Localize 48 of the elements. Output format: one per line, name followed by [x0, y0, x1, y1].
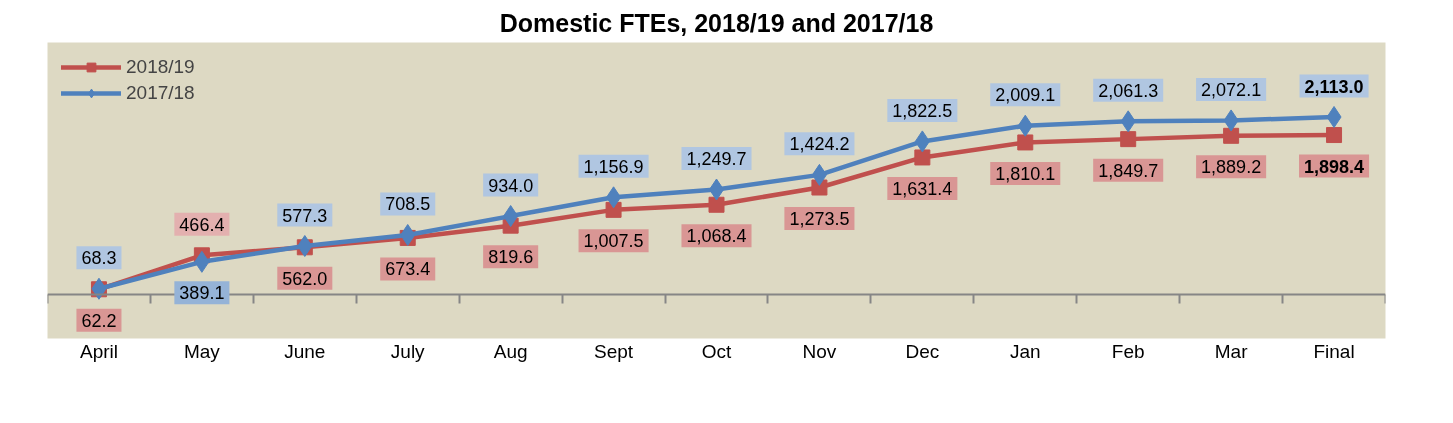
- data-label: 819.6: [488, 247, 534, 268]
- x-tick-label: May: [183, 340, 221, 362]
- legend-label: 2018/19: [126, 56, 195, 78]
- data-label: 1,822.5: [892, 100, 953, 121]
- data-label: 2,072.1: [1201, 79, 1262, 100]
- x-tick-label: Nov: [802, 340, 837, 362]
- data-label: 1,889.2: [1201, 157, 1262, 178]
- data-label: 2,061.3: [1098, 80, 1159, 101]
- data-label: 62.2: [81, 310, 117, 331]
- data-label: 1,631.4: [892, 178, 953, 199]
- data-label: 708.5: [385, 194, 431, 215]
- data-label: 1,898.4: [1304, 156, 1365, 177]
- x-tick-label: Final: [1313, 340, 1355, 362]
- data-label: 1,156.9: [583, 156, 644, 177]
- data-label: 1,849.7: [1098, 160, 1159, 181]
- point: [1223, 127, 1240, 144]
- x-tick-label: Feb: [1111, 340, 1145, 362]
- x-tick-label: Aug: [493, 340, 528, 362]
- x-tick-label: Mar: [1214, 340, 1249, 362]
- data-label: 2,113.0: [1304, 76, 1364, 97]
- x-tick-label: Dec: [905, 340, 940, 362]
- point: [708, 196, 725, 213]
- data-label: 1,810.1: [995, 163, 1056, 184]
- x-tick-label: July: [390, 340, 426, 362]
- point: [1120, 131, 1137, 148]
- data-label: 577.3: [282, 205, 328, 226]
- data-label: 1,068.4: [686, 226, 747, 247]
- x-tick-label: Jan: [1009, 340, 1041, 362]
- legend-label: 2017/18: [126, 82, 195, 104]
- x-tick-label: April: [79, 340, 118, 362]
- x-tick-label: Sept: [594, 340, 634, 362]
- data-label: 466.4: [179, 214, 225, 235]
- x-tick-label: June: [284, 340, 326, 362]
- data-label: 934.0: [488, 175, 534, 196]
- data-label: 68.3: [81, 248, 117, 269]
- data-label: 2,009.1: [995, 85, 1056, 106]
- chart-title: Domestic FTEs, 2018/19 and 2017/18: [499, 8, 934, 37]
- data-label: 1,249.7: [686, 149, 747, 170]
- point: [914, 149, 931, 166]
- data-label: 389.1: [179, 283, 225, 304]
- x-tick-label: Oct: [701, 340, 732, 362]
- data-label: 1,273.5: [789, 209, 850, 230]
- data-label: 562.0: [282, 268, 328, 289]
- data-label: 1,424.2: [789, 134, 850, 155]
- data-label: 1,007.5: [583, 231, 644, 252]
- data-label: 673.4: [385, 259, 431, 280]
- point: [1017, 134, 1034, 151]
- point: [1326, 127, 1343, 144]
